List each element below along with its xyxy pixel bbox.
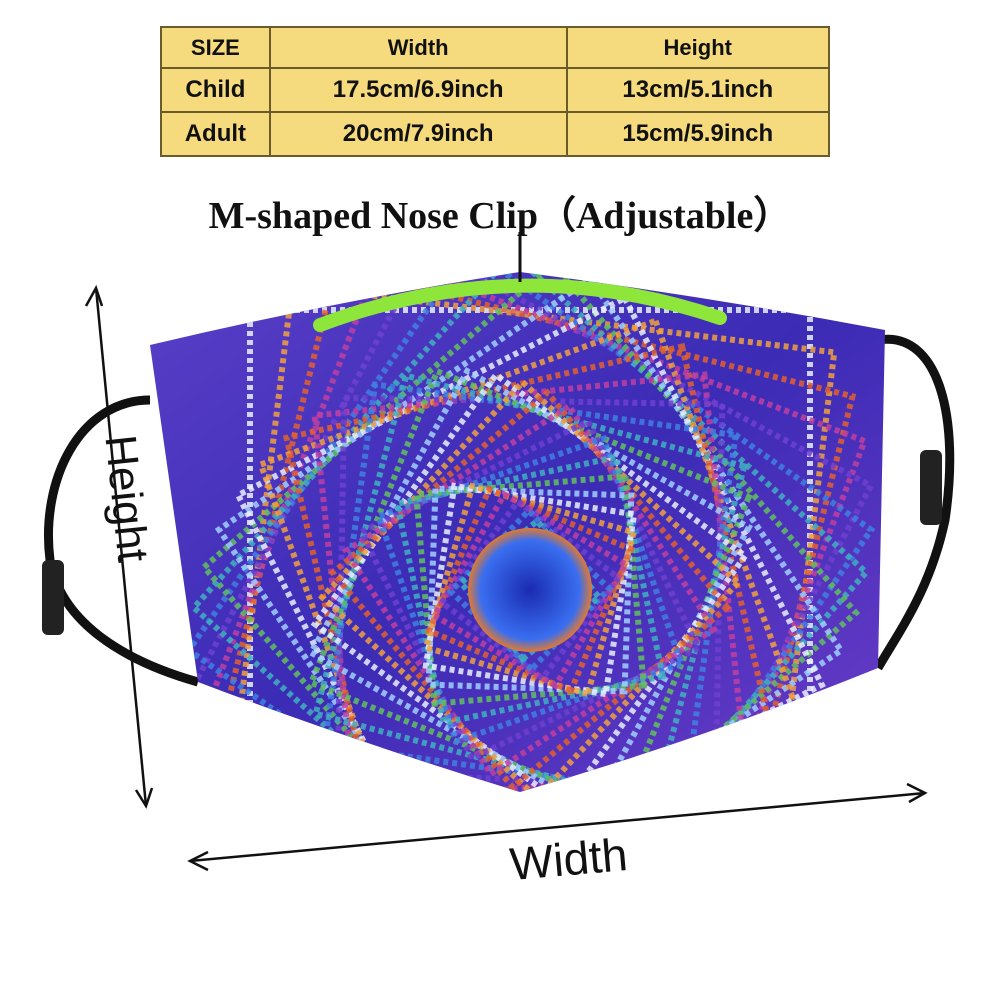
spiral-square [357, 417, 703, 763]
spiral-square [430, 490, 630, 690]
spiral-square [328, 388, 732, 792]
nose-clip-label: M-shaped Nose Clip（Adjustable） [208, 195, 792, 237]
cell: 15cm/5.9inch [565, 111, 831, 157]
width-arrow [187, 782, 928, 872]
table-row: Adult 20cm/7.9inch 15cm/5.9inch [160, 111, 831, 157]
header-cell: Height [565, 25, 831, 70]
header-cell: Width [268, 25, 568, 70]
loop-adjuster [42, 560, 64, 635]
height-arrow [84, 284, 154, 809]
table-header: SIZE Width Height [160, 25, 831, 70]
loop-adjuster [920, 450, 942, 525]
cell: 13cm/5.1inch [565, 67, 831, 113]
spiral-square [310, 370, 750, 792]
header-cell: SIZE [160, 25, 271, 70]
spiral-square [317, 377, 743, 792]
spiral-square [422, 482, 638, 698]
ear-loop [44, 395, 200, 687]
height-label: Height [95, 433, 157, 565]
spiral-square [425, 485, 635, 695]
nose-clip [313, 278, 727, 332]
table-row: Child 17.5cm/6.9inch 13cm/5.1inch [160, 67, 831, 113]
spiral-square [437, 497, 623, 683]
cell: Child [160, 67, 271, 113]
spiral-square [282, 342, 778, 792]
cell: 17.5cm/6.9inch [268, 67, 568, 113]
spiral-square [203, 272, 857, 792]
cell: 20cm/7.9inch [268, 111, 568, 157]
size-table: SIZE Width Height Child 17.5cm/6.9inch 1… [160, 25, 831, 157]
spiral-square [374, 434, 686, 746]
spiral-square [393, 453, 667, 727]
spiral-square [341, 401, 719, 779]
spiral-core [468, 528, 592, 652]
spiral-square [412, 472, 648, 708]
ear-loop [874, 334, 955, 671]
width-label: Width [508, 828, 630, 890]
cell: Adult [160, 111, 271, 157]
spiral-square [425, 485, 635, 695]
spiral-square [422, 482, 638, 698]
